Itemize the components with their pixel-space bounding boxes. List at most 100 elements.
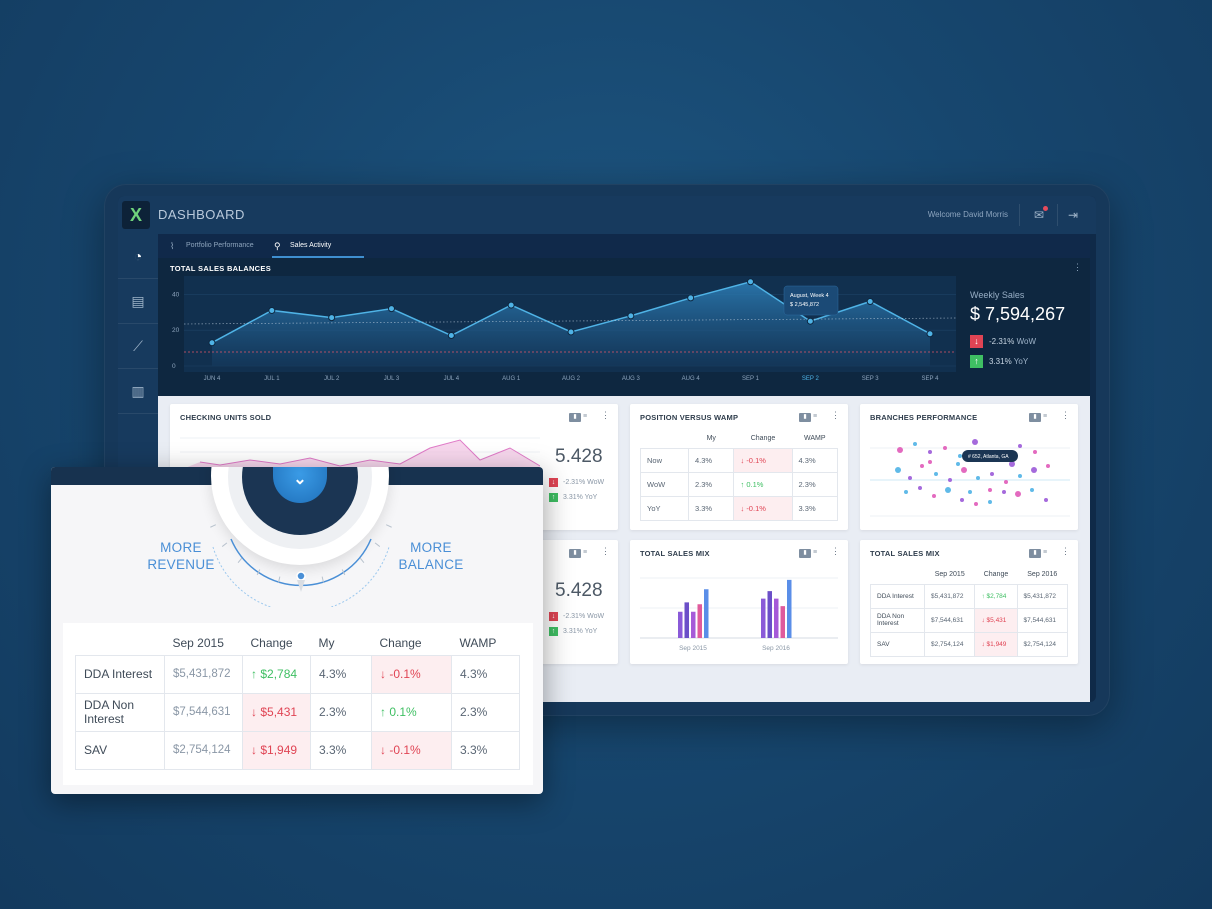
branch-point[interactable]	[948, 478, 952, 482]
branch-point[interactable]	[1004, 480, 1008, 484]
branch-point[interactable]	[1002, 490, 1006, 494]
dial-handle[interactable]	[296, 571, 306, 581]
branch-point[interactable]	[1044, 498, 1048, 502]
app-logo[interactable]: X	[122, 201, 150, 229]
more-menu-icon[interactable]: ⋮	[1061, 546, 1070, 556]
branch-point[interactable]	[908, 476, 912, 480]
branch-point[interactable]	[897, 447, 903, 453]
bar-chart-toggle-icon[interactable]: ▮	[569, 549, 581, 558]
list-toggle-icon[interactable]: ≡	[1043, 413, 1048, 420]
branch-point[interactable]	[928, 460, 932, 464]
yoy-label: YoY	[1013, 357, 1029, 366]
branch-point[interactable]	[932, 494, 936, 498]
data-point[interactable]	[866, 298, 874, 305]
list-toggle-icon[interactable]: ≡	[583, 413, 588, 420]
branch-point[interactable]	[1009, 461, 1015, 467]
branch-point[interactable]	[1015, 491, 1021, 497]
bar-chart-toggle-icon[interactable]: ▮	[799, 549, 811, 558]
data-point[interactable]	[627, 312, 635, 320]
branch-point[interactable]	[988, 488, 992, 492]
sidebar-item-dashboard[interactable]: ◔	[118, 234, 158, 279]
branch-point[interactable]	[968, 490, 972, 494]
branch-point[interactable]	[988, 500, 992, 504]
more-menu-icon[interactable]: ⋮	[831, 546, 840, 556]
list-toggle-icon[interactable]: ≡	[583, 549, 588, 556]
y-tick-label: 40	[172, 291, 180, 298]
card-title: CHECKING UNITS SOLD	[180, 413, 272, 422]
data-point[interactable]	[328, 314, 336, 322]
bar[interactable]	[774, 598, 779, 638]
more-menu-icon[interactable]: ⋮	[1061, 410, 1070, 420]
branch-point[interactable]	[918, 486, 922, 490]
branch-point[interactable]	[913, 442, 917, 446]
branch-point[interactable]	[1018, 474, 1022, 478]
bar-chart-toggle-icon[interactable]: ▮	[799, 413, 811, 422]
bar[interactable]	[678, 611, 683, 638]
more-menu-icon[interactable]: ⋮	[601, 546, 610, 556]
bar-chart-toggle-icon[interactable]: ▮	[1029, 549, 1041, 558]
list-toggle-icon[interactable]: ≡	[813, 413, 818, 420]
branch-point[interactable]	[1031, 467, 1037, 473]
bar[interactable]	[697, 604, 703, 638]
bar[interactable]	[761, 598, 766, 638]
cell-change: ↓ -0.1%	[733, 447, 793, 473]
branch-point[interactable]	[943, 446, 947, 450]
list-toggle-icon[interactable]: ≡	[1043, 549, 1048, 556]
branch-point[interactable]	[1018, 444, 1022, 448]
branch-point[interactable]	[904, 490, 908, 494]
branch-point[interactable]	[960, 498, 964, 502]
branch-point[interactable]	[928, 450, 932, 454]
mail-icon[interactable]: ✉	[1030, 206, 1048, 224]
bar-chart-toggle-icon[interactable]: ▮	[569, 413, 581, 422]
sidebar-item-monitor[interactable]: ▤	[118, 279, 158, 324]
branch-point[interactable]	[945, 487, 951, 493]
branch-point[interactable]	[956, 462, 960, 466]
branch-point[interactable]	[961, 467, 967, 473]
cell-my: 3.3%	[687, 495, 735, 521]
more-menu-icon[interactable]: ⋮	[831, 410, 840, 420]
branch-point[interactable]	[920, 464, 924, 468]
logout-icon[interactable]: ⇥	[1067, 208, 1079, 222]
data-point[interactable]	[447, 332, 455, 340]
data-point[interactable]	[208, 339, 216, 347]
data-point[interactable]	[806, 317, 814, 325]
more-menu-icon[interactable]: ⋮	[1073, 262, 1082, 272]
bar[interactable]	[780, 606, 786, 638]
x-tick-label: JUL 1	[264, 376, 280, 382]
col-header: Change	[983, 571, 1009, 579]
data-point[interactable]	[747, 278, 754, 286]
branch-point[interactable]	[958, 454, 962, 458]
branch-point[interactable]	[895, 467, 901, 473]
data-point[interactable]	[926, 330, 934, 338]
data-point[interactable]	[388, 305, 395, 313]
divider	[1057, 204, 1058, 226]
branch-point[interactable]	[1033, 450, 1037, 454]
branch-point[interactable]	[1030, 488, 1034, 492]
more-menu-icon[interactable]: ⋮	[601, 410, 610, 420]
arrow-down-icon: ↓	[549, 612, 558, 621]
list-toggle-icon[interactable]: ≡	[813, 549, 818, 556]
branch-point[interactable]	[1046, 464, 1050, 468]
data-point[interactable]	[567, 328, 575, 336]
bar[interactable]	[684, 602, 690, 638]
branch-point[interactable]	[972, 439, 978, 445]
sidebar-item-growth[interactable]: ⟋	[118, 324, 158, 369]
bar[interactable]	[767, 591, 773, 638]
tab-sales-activity[interactable]: ⚲ Sales Activity	[272, 234, 364, 258]
data-point[interactable]	[687, 294, 695, 302]
more-balance-label: MORE BALANCE	[381, 539, 481, 573]
bar[interactable]	[691, 611, 696, 638]
data-point[interactable]	[507, 301, 515, 309]
data-point[interactable]	[268, 306, 276, 314]
tab-portfolio-performance[interactable]: ⌇ Portfolio Performance	[168, 234, 268, 258]
branch-point[interactable]	[934, 472, 938, 476]
bar[interactable]	[704, 589, 709, 638]
branch-point[interactable]	[990, 472, 994, 476]
sales-mix-table: Sep 2015 Change Sep 2016 DDA Interest $5…	[870, 566, 1069, 657]
branch-point[interactable]	[974, 502, 978, 506]
table-row: DDA Non Interest $7,544,631 ↓ $5,431 2.3…	[75, 692, 520, 732]
bar[interactable]	[787, 579, 792, 638]
branch-point[interactable]	[976, 476, 980, 480]
bar-chart-toggle-icon[interactable]: ▮	[1029, 413, 1041, 422]
sidebar-item-reports[interactable]: ▥	[118, 369, 158, 414]
